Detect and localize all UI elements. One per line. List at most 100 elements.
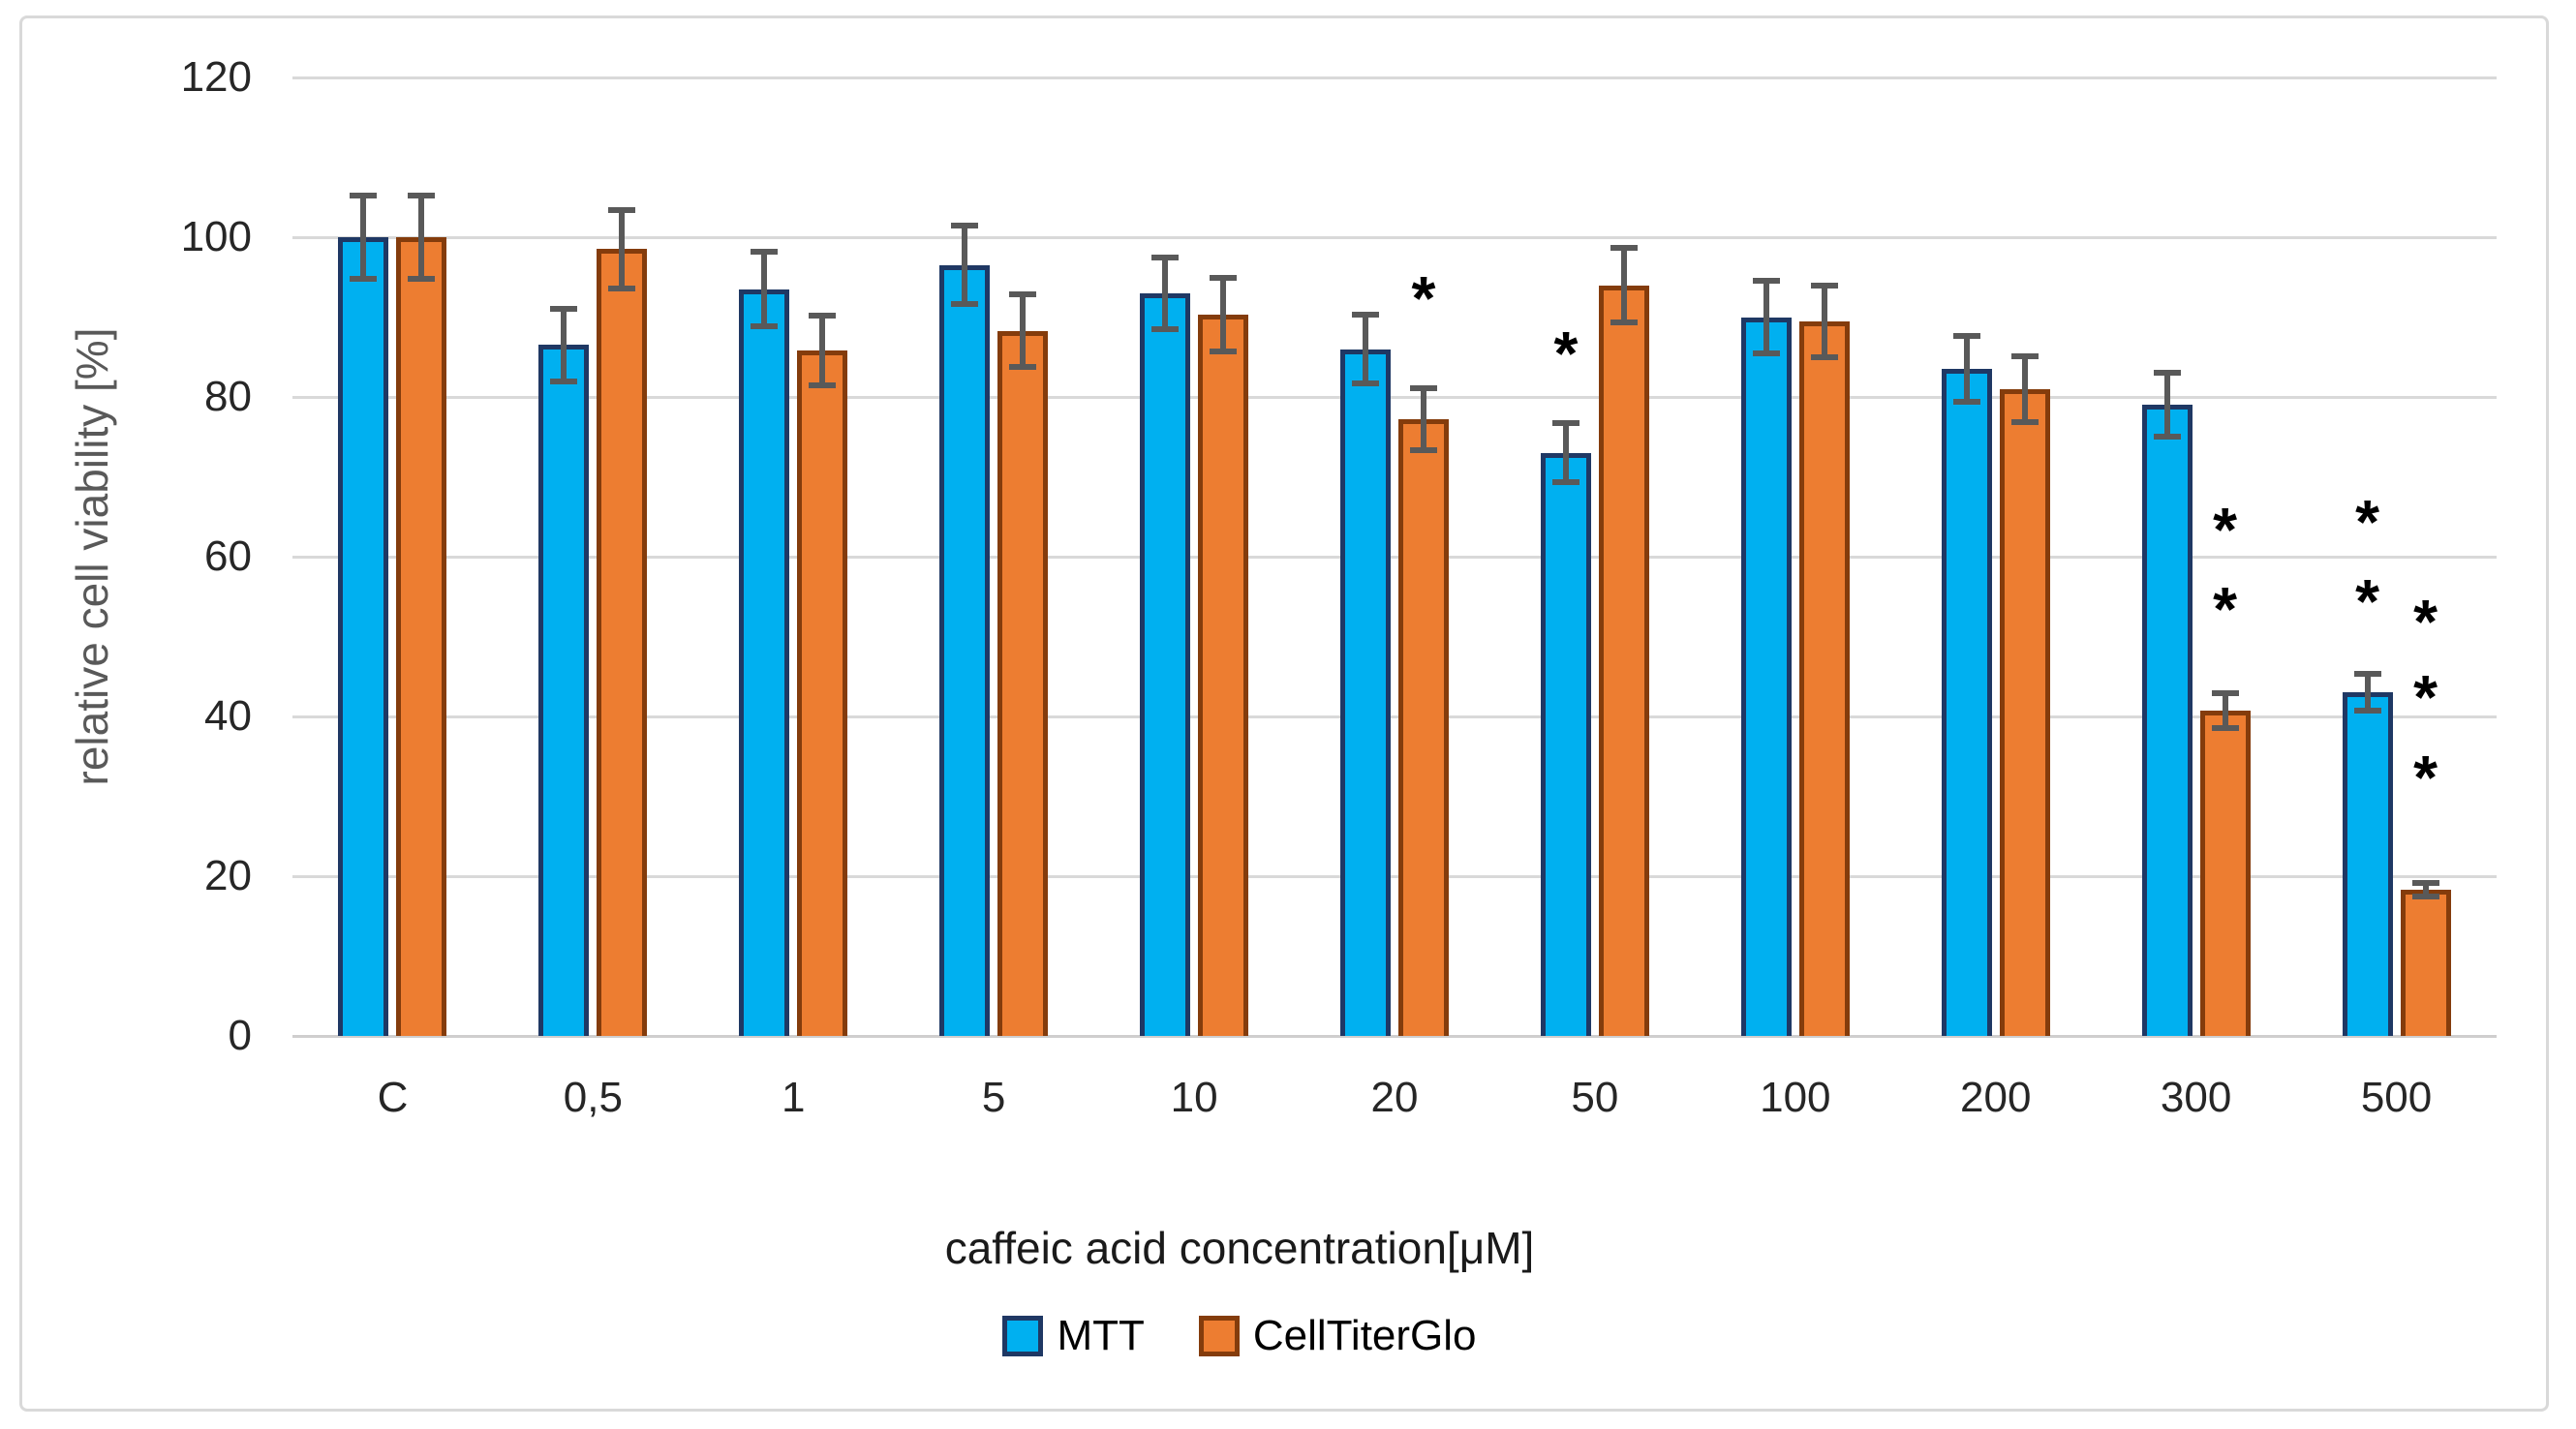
bar-mtt-10: [1140, 292, 1191, 1036]
legend-swatch-mtt: [1002, 1316, 1044, 1356]
error-bar-cap: [1610, 244, 1638, 251]
error-bar-cap: [809, 312, 837, 319]
error-bar-cap: [408, 275, 436, 282]
bar-mtt-100: [1740, 317, 1792, 1036]
bar-celltiterglo-50: [1598, 285, 1649, 1036]
error-bar: [2364, 674, 2371, 712]
legend-item-mtt: MTT: [1002, 1312, 1145, 1359]
error-bar-cap: [1410, 447, 1437, 454]
error-bar-cap: [2153, 434, 2181, 441]
significance-asterisk: *: [2355, 566, 2379, 636]
error-bar-cap: [1210, 348, 1238, 354]
error-bar: [2163, 373, 2170, 438]
error-bar: [2422, 882, 2429, 897]
error-bar-cap: [1952, 333, 1980, 340]
error-bar: [1421, 387, 1426, 451]
significance-asterisk: *: [2413, 662, 2438, 732]
x-tick-label: 5: [981, 1074, 1006, 1121]
error-bar-cap: [751, 323, 779, 330]
bar-celltiterglo-0,5: [597, 249, 648, 1036]
legend-swatch-celltiterglo: [1198, 1316, 1240, 1356]
bar-celltiterglo-20: [1398, 419, 1449, 1036]
error-bar-cap: [1952, 398, 1980, 405]
error-bar-cap: [1210, 275, 1238, 282]
x-tick-label: 100: [1760, 1074, 1831, 1121]
error-bar: [1963, 336, 1970, 402]
error-bar-cap: [1352, 312, 1379, 319]
bar-mtt-20: [1340, 349, 1391, 1036]
error-bar-cap: [550, 306, 578, 313]
x-tick-label: 200: [1960, 1074, 2032, 1121]
error-bar-cap: [1009, 291, 1037, 298]
x-tick-label: 300: [2160, 1074, 2232, 1121]
error-bar-cap: [1810, 353, 1838, 360]
error-bar: [1162, 257, 1169, 329]
gridline: [292, 714, 2497, 718]
error-bar-cap: [2353, 708, 2381, 714]
gridline: [292, 555, 2497, 559]
bar-celltiterglo-300: [2199, 711, 2251, 1036]
error-bar-cap: [1009, 363, 1037, 370]
bar-mtt-0,5: [538, 345, 590, 1036]
y-tick-label: 120: [180, 53, 252, 101]
error-bar-cap: [809, 382, 837, 389]
gridline: [292, 76, 2497, 79]
error-bar-cap: [2211, 690, 2239, 697]
error-bar-cap: [1610, 319, 1638, 326]
x-tick-label: 500: [2360, 1074, 2433, 1121]
x-tick-label: C: [377, 1074, 409, 1121]
error-bar-cap: [1752, 277, 1780, 284]
error-bar-cap: [1752, 350, 1780, 357]
x-tick-label: 10: [1170, 1074, 1218, 1121]
significance-asterisk: *: [1553, 319, 1579, 389]
bar-celltiterglo-200: [1999, 388, 2050, 1036]
x-axis-title: caffeic acid concentration[μM]: [944, 1223, 1535, 1273]
error-bar-cap: [2010, 418, 2039, 425]
legend-label: MTT: [1057, 1312, 1145, 1359]
error-bar: [1620, 247, 1627, 323]
error-bar-cap: [2010, 352, 2039, 359]
error-bar-cap: [2353, 671, 2381, 678]
significance-asterisk: *: [1411, 262, 1436, 333]
error-bar: [2222, 693, 2228, 729]
gridline: [292, 235, 2497, 239]
bar-mtt-500: [2342, 692, 2393, 1036]
significance-asterisk: *: [2213, 494, 2238, 564]
error-bar: [761, 251, 768, 327]
error-bar-cap: [1410, 384, 1437, 391]
y-tick-label: 60: [204, 532, 252, 580]
bar-mtt-200: [1941, 369, 1992, 1036]
error-bar-cap: [1551, 420, 1579, 427]
gridline: [292, 395, 2497, 399]
x-tick-label: 20: [1370, 1074, 1419, 1121]
error-bar-cap: [2411, 894, 2439, 900]
bar-mtt-50: [1540, 452, 1591, 1036]
error-bar-cap: [1551, 479, 1579, 486]
x-tick-label: 0,5: [563, 1074, 623, 1121]
error-bar-cap: [2211, 725, 2239, 732]
y-tick-label: 100: [180, 213, 252, 260]
error-bar-cap: [951, 223, 979, 229]
y-tick-label: 40: [204, 692, 252, 740]
error-bar: [819, 315, 826, 386]
error-bar-cap: [1151, 254, 1180, 260]
error-bar: [2021, 355, 2028, 422]
error-bar-cap: [751, 248, 779, 255]
x-axis-line: [292, 1034, 2497, 1038]
significance-asterisk: *: [2355, 486, 2379, 557]
error-bar-cap: [350, 275, 378, 282]
bar-celltiterglo-10: [1198, 315, 1249, 1036]
bar-celltiterglo-1: [797, 350, 848, 1036]
error-bar: [1220, 278, 1227, 351]
bar-mtt-C: [338, 237, 389, 1036]
significance-asterisk: *: [2413, 586, 2438, 656]
legend-item-celltiterglo: CellTiterGlo: [1198, 1313, 1477, 1359]
error-bar-cap: [2153, 370, 2181, 377]
error-bar: [1763, 280, 1769, 354]
y-tick-label: 80: [204, 373, 252, 420]
significance-asterisk: *: [2213, 574, 2238, 645]
error-bar: [962, 226, 968, 305]
error-bar-cap: [2411, 879, 2439, 886]
legend: MTT CellTiterGlo: [0, 1313, 2479, 1359]
